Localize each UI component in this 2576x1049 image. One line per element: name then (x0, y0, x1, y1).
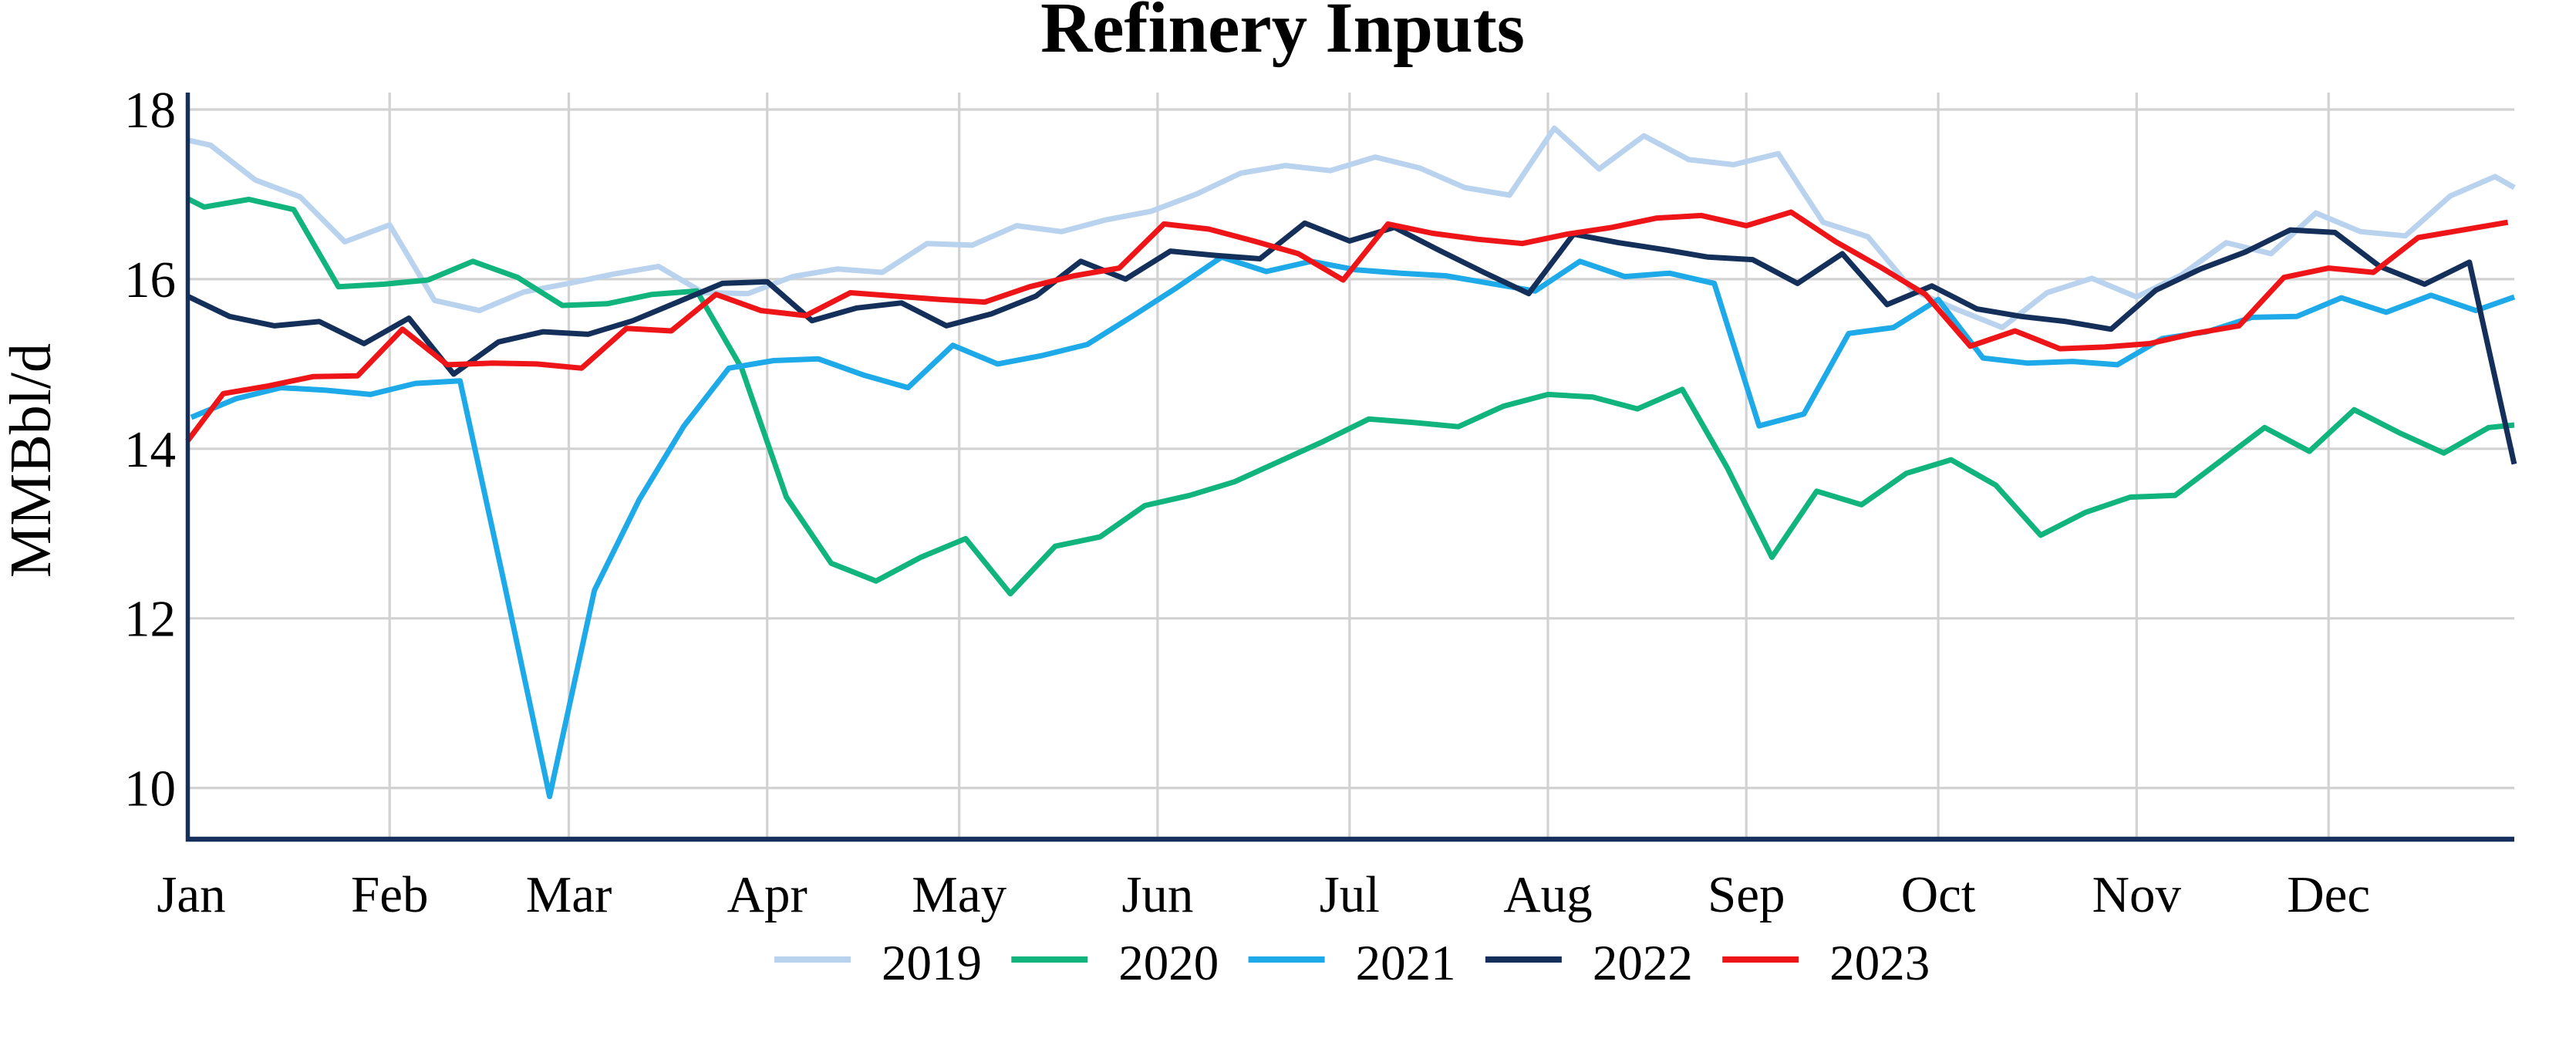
svg-text:Dec: Dec (2287, 866, 2370, 923)
svg-text:2022: 2022 (1593, 936, 1693, 991)
svg-text:Sep: Sep (1708, 866, 1785, 923)
svg-text:12: 12 (124, 591, 176, 648)
svg-text:Aug: Aug (1503, 866, 1592, 923)
svg-text:Refinery Inputs: Refinery Inputs (1040, 0, 1525, 68)
svg-text:Jul: Jul (1320, 866, 1380, 923)
svg-text:2023: 2023 (1829, 936, 1930, 991)
svg-text:16: 16 (124, 251, 176, 309)
svg-text:Apr: Apr (727, 866, 808, 923)
svg-text:Jan: Jan (157, 866, 225, 923)
svg-text:MMBbl/d: MMBbl/d (0, 343, 63, 578)
svg-text:Mar: Mar (526, 866, 612, 923)
svg-text:Feb: Feb (351, 866, 429, 923)
svg-text:2019: 2019 (882, 936, 982, 991)
svg-text:2021: 2021 (1356, 936, 1456, 991)
svg-text:10: 10 (124, 761, 176, 818)
svg-text:2020: 2020 (1118, 936, 1219, 991)
svg-text:Jun: Jun (1121, 866, 1193, 923)
svg-text:Oct: Oct (1901, 866, 1976, 923)
svg-text:May: May (912, 866, 1006, 923)
svg-text:Nov: Nov (2092, 866, 2182, 923)
svg-text:18: 18 (124, 82, 176, 139)
svg-text:14: 14 (124, 421, 176, 478)
